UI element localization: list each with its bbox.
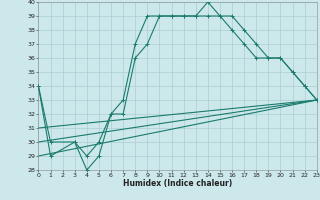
X-axis label: Humidex (Indice chaleur): Humidex (Indice chaleur) (123, 179, 232, 188)
